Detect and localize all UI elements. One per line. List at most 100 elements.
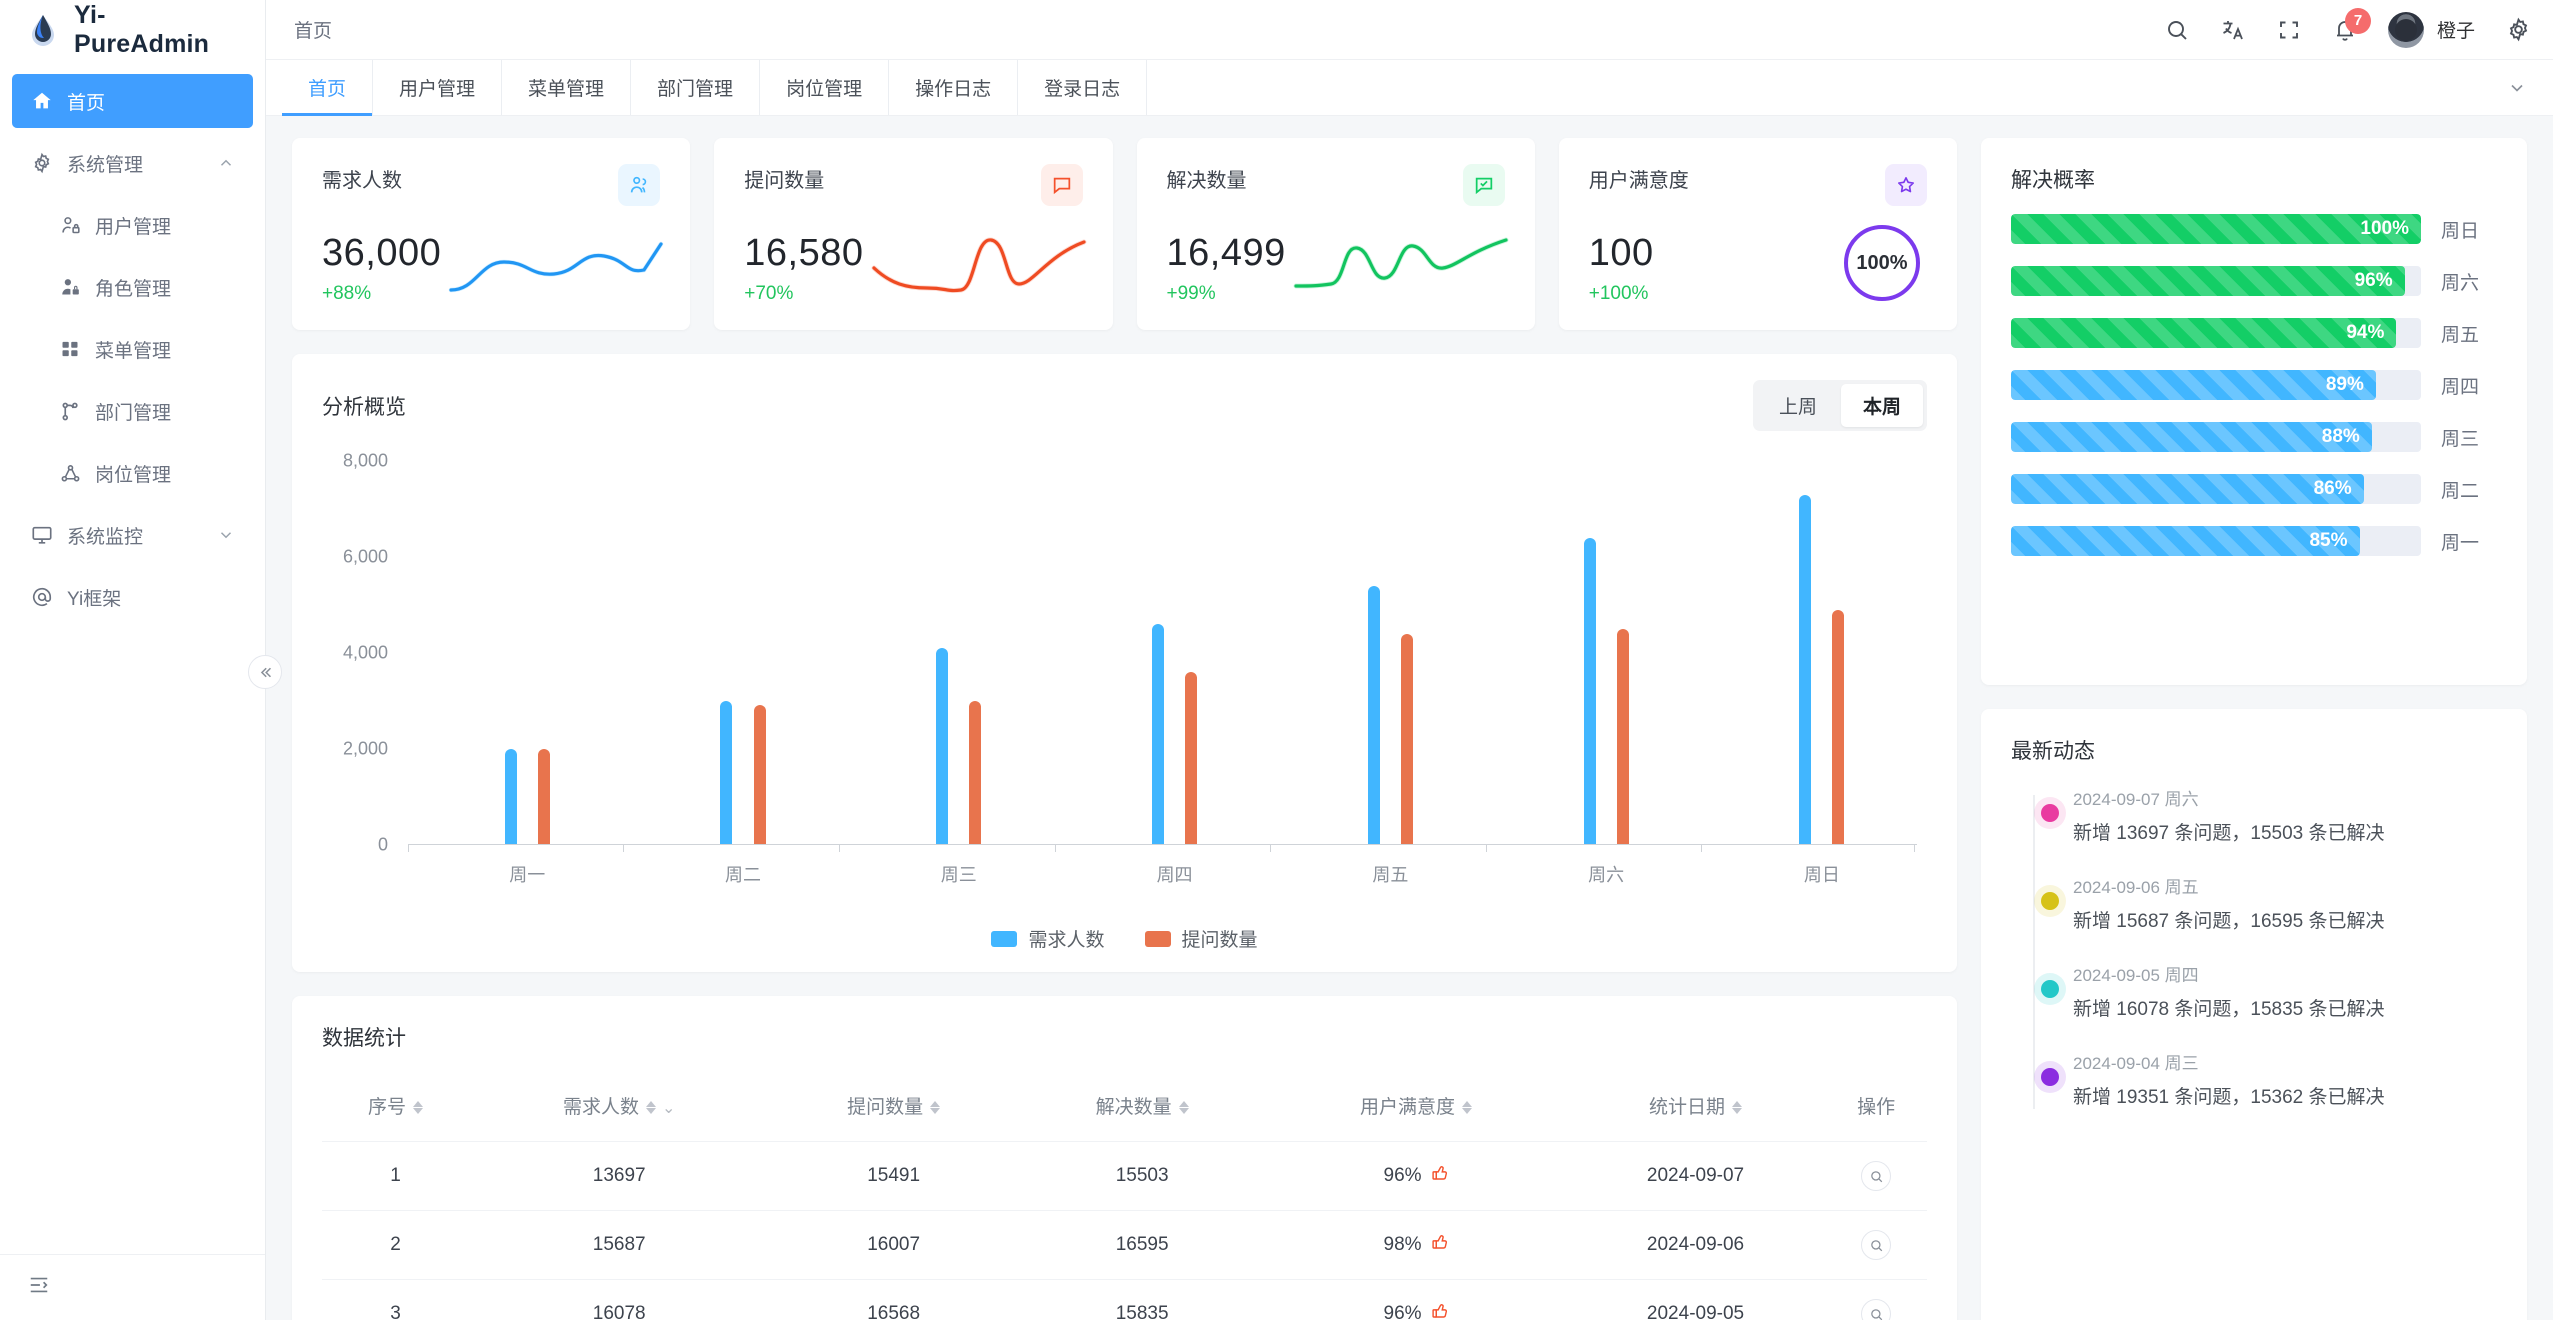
- sidebar-item-system-monitor[interactable]: 系统监控: [12, 508, 253, 562]
- bar-demand-fri: [1367, 586, 1380, 844]
- thumbs-up-icon: [1431, 1233, 1449, 1257]
- sidebar-item-position-management[interactable]: 岗位管理: [12, 446, 253, 500]
- data-statistics-card: 数据统计 序号 需求人数 ⌄ 提问数量 解决数量 用户满意度 统计日期 操作: [292, 996, 1957, 1320]
- rate-row-wednesday: 88% 周三: [2011, 422, 2497, 452]
- tab-user-management[interactable]: 用户管理: [373, 60, 503, 115]
- settings-gear-icon[interactable]: [2505, 17, 2531, 43]
- search-icon[interactable]: [2164, 17, 2190, 43]
- sparkline-chart: [1293, 237, 1509, 289]
- col-date[interactable]: 统计日期: [1566, 1078, 1826, 1142]
- col-solved[interactable]: 解决数量: [1018, 1078, 1267, 1142]
- bar-asked-sun: [1832, 609, 1845, 844]
- rate-row-sunday: 100% 周日: [2011, 214, 2497, 244]
- translate-icon[interactable]: [2220, 17, 2246, 43]
- row-search-icon[interactable]: [1861, 1230, 1892, 1260]
- tab-label: 首页: [308, 79, 347, 100]
- segment-this-week[interactable]: 本周: [1840, 384, 1923, 427]
- cell-satisfaction: 96%: [1266, 1279, 1566, 1320]
- progress-track: 94%: [2011, 318, 2421, 348]
- gear-icon: [30, 151, 54, 175]
- col-demand[interactable]: 需求人数 ⌄: [562, 1097, 676, 1118]
- bar-chart: 0 2,000 4,000 6,000 8,000: [322, 451, 1927, 907]
- timeline-dot: [2041, 804, 2059, 822]
- cell-action: [1825, 1210, 1927, 1280]
- legend-item-asked[interactable]: 提问数量: [1144, 925, 1258, 952]
- sort-icon[interactable]: [645, 1101, 656, 1115]
- sidebar-item-role-management[interactable]: 角色管理: [12, 260, 253, 314]
- grid-squares-icon: [58, 337, 82, 361]
- sort-icon[interactable]: [1732, 1101, 1743, 1115]
- timeline-text: 新增 19351 条问题，15362 条已解决: [2073, 1087, 2385, 1108]
- sidebar: Yi-PureAdmin 首页 系统管理: [0, 0, 282, 1320]
- cell-solved: 15503: [1017, 1141, 1267, 1211]
- indent-toggle-icon[interactable]: [28, 1274, 50, 1301]
- sidebar-item-home[interactable]: 首页: [12, 74, 253, 128]
- sort-icon[interactable]: [413, 1101, 423, 1115]
- col-index[interactable]: 序号: [322, 1078, 469, 1142]
- tab-position-management[interactable]: 岗位管理: [760, 60, 890, 115]
- stat-value: 36,000: [322, 232, 442, 274]
- timeline-dot: [2041, 892, 2059, 910]
- col-asked[interactable]: 提问数量: [769, 1078, 1018, 1142]
- progress-label: 86%: [2313, 478, 2352, 499]
- legend-item-demand[interactable]: 需求人数: [991, 925, 1105, 952]
- sort-icon[interactable]: [930, 1101, 941, 1115]
- rate-row-thursday: 89% 周四: [2011, 370, 2497, 400]
- progress-label: 94%: [2346, 322, 2385, 343]
- col-satisfaction[interactable]: 用户满意度: [1266, 1078, 1565, 1142]
- cell-date: 2024-09-07: [1565, 1141, 1826, 1211]
- brand[interactable]: Yi-PureAdmin: [0, 0, 265, 60]
- fullscreen-icon[interactable]: [2276, 17, 2302, 43]
- sort-icon[interactable]: [1462, 1101, 1473, 1115]
- table-row[interactable]: 2 15687 16007 16595 98% 2024-09-06: [322, 1210, 1927, 1280]
- bell-icon[interactable]: 7: [2332, 7, 2371, 43]
- row-search-icon[interactable]: [1861, 1299, 1892, 1320]
- legend-label: 需求人数: [1028, 930, 1105, 951]
- sidebar-item-yi-framework[interactable]: Yi框架: [12, 570, 253, 624]
- sidebar-item-system-management[interactable]: 系统管理: [12, 136, 253, 190]
- stat-card-demand[interactable]: 需求人数 36,000 +88%: [292, 138, 691, 330]
- filter-chevron-down-icon[interactable]: ⌄: [661, 1100, 676, 1117]
- stat-card-satisfaction[interactable]: 用户满意度 100 +100% 100%: [1558, 138, 1957, 330]
- chart-legend: 需求人数 提问数量: [322, 925, 1927, 952]
- stat-value: 16,580: [744, 232, 864, 274]
- table-row[interactable]: 1 13697 15491 15503 96% 2024-09-07: [322, 1141, 1927, 1211]
- user-menu[interactable]: 橙子: [2387, 11, 2475, 48]
- water-drop-logo-icon: [26, 13, 60, 47]
- cell-demand: 16078: [468, 1279, 770, 1320]
- sidebar-item-menu-management[interactable]: 菜单管理: [12, 322, 253, 376]
- sidebar-collapse-button[interactable]: [248, 655, 282, 689]
- bar-asked-thu: [1185, 672, 1198, 844]
- timeline-item: 2024-09-06 周五 新增 15687 条问题，16595 条已解决: [2027, 873, 2497, 933]
- stat-title: 提问数量: [744, 170, 825, 192]
- timeline-item: 2024-09-04 周三 新增 19351 条问题，15362 条已解决: [2027, 1049, 2497, 1109]
- stat-card-questions[interactable]: 提问数量 16,580 +70%: [714, 138, 1113, 330]
- table-row[interactable]: 3 16078 16568 15835 96% 2024-09-05: [322, 1279, 1927, 1320]
- tabs-more-button[interactable]: [2481, 60, 2553, 115]
- tab-menu-management[interactable]: 菜单管理: [502, 60, 632, 115]
- sidebar-item-user-management[interactable]: 用户管理: [12, 198, 253, 252]
- stat-cards: 需求人数 36,000 +88%: [292, 138, 1957, 330]
- breadcrumb: 首页: [294, 21, 333, 42]
- tab-login-log[interactable]: 登录日志: [1018, 60, 1148, 115]
- x-label-fri: 周五: [1372, 865, 1409, 885]
- bar-asked-sat: [1616, 628, 1629, 844]
- tab-home[interactable]: 首页: [282, 60, 374, 116]
- rate-day-label: 周五: [2441, 324, 2480, 346]
- sidebar-item-department-management[interactable]: 部门管理: [12, 384, 253, 438]
- cell-asked: 16568: [769, 1279, 1018, 1320]
- tab-label: 操作日志: [915, 79, 992, 100]
- cell-date: 2024-09-06: [1565, 1210, 1826, 1280]
- segment-last-week[interactable]: 上周: [1778, 397, 1817, 418]
- panel-title: 分析概览: [322, 395, 406, 419]
- sort-icon[interactable]: [1178, 1101, 1189, 1115]
- chevron-down-icon: [217, 526, 235, 544]
- stat-title: 解决数量: [1166, 170, 1247, 192]
- sidebar-item-label: 岗位管理: [95, 464, 172, 486]
- row-search-icon[interactable]: [1861, 1161, 1892, 1191]
- tab-department-management[interactable]: 部门管理: [631, 60, 761, 115]
- stat-card-solved[interactable]: 解决数量 16,499 +99%: [1136, 138, 1535, 330]
- y-tick-2000: 2,000: [342, 738, 388, 759]
- timeline-date: 2024-09-05 周四: [2073, 966, 2199, 985]
- tab-operation-log[interactable]: 操作日志: [889, 60, 1019, 115]
